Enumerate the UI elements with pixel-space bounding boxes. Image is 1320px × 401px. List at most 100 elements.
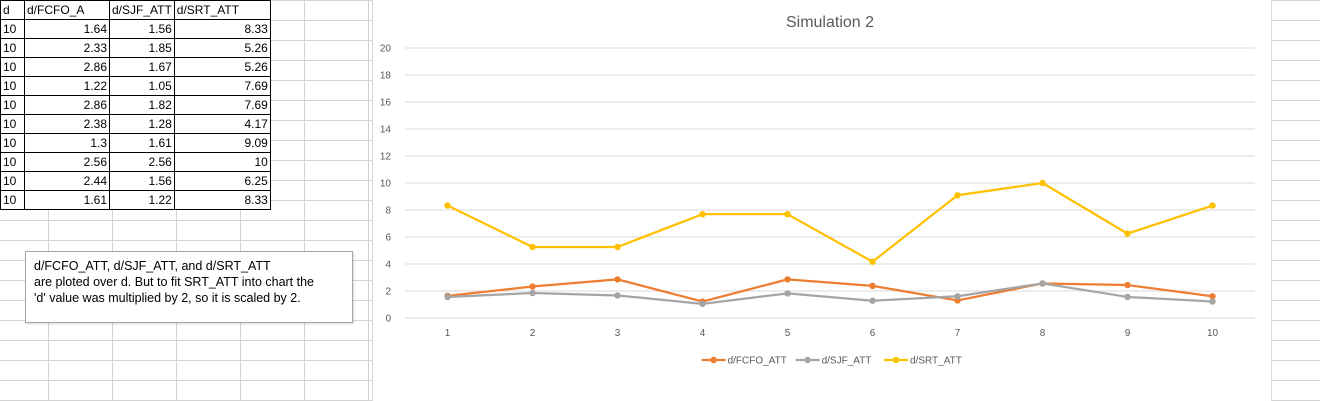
table-cell[interactable]: 1.05	[109, 76, 175, 96]
table-cell[interactable]: 9.09	[173, 133, 271, 153]
table-cell[interactable]: 10	[0, 114, 25, 134]
table-cell[interactable]: 10	[0, 76, 25, 96]
table-cell[interactable]: 1.56	[109, 19, 175, 39]
table-cell[interactable]: 1.82	[109, 95, 175, 115]
x-tick-label: 4	[700, 328, 706, 339]
data-point	[1039, 179, 1046, 187]
data-point	[529, 283, 536, 290]
note-line-3: 'd' value was multiplied by 2, so it is …	[34, 291, 301, 305]
series-line-0	[447, 278, 1213, 303]
table-cell[interactable]: 1.61	[109, 133, 175, 153]
table-row: 10 2.86 1.67 5.26	[0, 57, 271, 77]
table-cell[interactable]: 10	[0, 57, 25, 77]
header-cell[interactable]: d	[0, 0, 25, 20]
table-cell[interactable]: 1.85	[109, 38, 175, 58]
table-row: 10 2.33 1.85 5.26	[0, 38, 271, 58]
x-tick-label: 9	[1125, 328, 1131, 339]
table-row: 10 2.86 1.82 7.69	[0, 95, 271, 115]
chart-title: Simulation 2	[786, 14, 874, 31]
data-point	[529, 289, 536, 297]
data-point	[784, 276, 791, 283]
x-tick-label: 5	[785, 328, 791, 339]
chart-area[interactable]: Simulation 2 0 2 4 6 8 10 12 14 16 18 20 1 2 3 4 5 6 7 8 9 10…	[372, 0, 1272, 401]
table-cell[interactable]: 10	[0, 190, 25, 210]
table-cell[interactable]: 10	[173, 152, 271, 172]
table-cell[interactable]: 2.33	[24, 38, 110, 58]
data-point	[614, 276, 621, 283]
data-point	[954, 192, 961, 199]
table-cell[interactable]: 7.69	[173, 95, 271, 115]
table-row: 10 1.61 1.22 8.33	[0, 190, 271, 210]
data-point	[1209, 293, 1216, 300]
table-cell[interactable]: 7.69	[173, 76, 271, 96]
table-cell[interactable]: 8.33	[173, 190, 271, 210]
table-cell[interactable]: 10	[0, 133, 25, 153]
table-cell[interactable]: 2.56	[24, 152, 110, 172]
data-point	[1124, 281, 1131, 289]
y-tick-label: 6	[385, 233, 391, 244]
table-cell[interactable]: 2.44	[24, 171, 110, 191]
data-table[interactable]: d d/FCFO_A d/SJF_ATT d/SRT_ATT 10 1.64 1.56 8.3…	[0, 0, 271, 210]
data-point	[699, 210, 706, 218]
table-cell[interactable]: 10	[0, 19, 25, 39]
table-row: 10 2.38 1.28 4.17	[0, 114, 271, 134]
x-tick-label: 10	[1207, 328, 1219, 339]
data-point	[444, 202, 451, 209]
table-cell[interactable]: 10	[0, 152, 25, 172]
table-cell[interactable]: 10	[0, 171, 25, 191]
series-line-2	[447, 181, 1213, 263]
data-point	[1209, 298, 1216, 305]
table-cell[interactable]: 1.61	[24, 190, 110, 210]
table-cell[interactable]: 5.26	[173, 57, 271, 77]
table-cell[interactable]: 1.64	[24, 19, 110, 39]
note-line-2: are ploted over d. But to fit SRT_ATT in…	[34, 275, 315, 289]
table-row: 10 2.44 1.56 6.25	[0, 171, 271, 191]
header-cell[interactable]: d/FCFO_A	[24, 0, 110, 20]
data-point	[614, 243, 621, 251]
data-point	[869, 297, 876, 304]
data-point	[699, 300, 706, 308]
y-tick-label: 18	[380, 71, 392, 82]
data-point	[784, 210, 791, 218]
table-cell[interactable]: 1.67	[109, 57, 175, 77]
table-cell[interactable]: 5.26	[173, 38, 271, 58]
table-cell[interactable]: 1.56	[109, 171, 175, 191]
y-tick-label: 14	[380, 125, 392, 136]
table-cell[interactable]: 10	[0, 38, 25, 58]
x-tick-label: 3	[615, 328, 621, 339]
legend-swatch-marker	[804, 356, 811, 364]
data-point	[444, 293, 451, 301]
table-cell[interactable]: 1.3	[24, 133, 110, 153]
data-point	[1039, 280, 1046, 287]
series-line-1	[447, 282, 1213, 305]
data-point	[869, 282, 876, 290]
x-tick-label: 6	[870, 328, 876, 339]
note-textbox[interactable]: d/FCFO_ATT, d/SJF_ATT, and d/SRT_ATT are…	[25, 251, 353, 323]
y-tick-label: 10	[380, 179, 392, 190]
data-point	[784, 290, 791, 297]
header-cell[interactable]: d/SJF_ATT	[109, 0, 175, 20]
y-tick-label: 2	[385, 287, 391, 298]
table-cell[interactable]: 6.25	[173, 171, 271, 191]
table-cell[interactable]: 8.33	[173, 19, 271, 39]
table-row: 10 1.64 1.56 8.33	[0, 19, 271, 39]
table-cell[interactable]: 2.56	[109, 152, 175, 172]
table-cell[interactable]: 10	[0, 95, 25, 115]
table-cell[interactable]: 2.38	[24, 114, 110, 134]
header-cell[interactable]: d/SRT_ATT	[173, 0, 271, 20]
y-tick-label: 12	[380, 152, 392, 163]
table-cell[interactable]: 2.86	[24, 95, 110, 115]
table-row: 10 1.22 1.05 7.69	[0, 76, 271, 96]
legend-swatch-marker	[892, 356, 900, 364]
table-cell[interactable]: 4.17	[173, 114, 271, 134]
data-point	[1124, 230, 1131, 237]
table-cell[interactable]: 1.22	[24, 76, 110, 96]
legend-label: d/SJF_ATT	[822, 356, 872, 367]
header-row: d d/FCFO_A d/SJF_ATT d/SRT_ATT	[0, 0, 271, 20]
table-row: 10 2.56 2.56 10	[0, 152, 271, 172]
legend-swatch-marker	[710, 356, 717, 364]
table-cell[interactable]: 2.86	[24, 57, 110, 77]
table-cell[interactable]: 1.28	[109, 114, 175, 134]
table-cell[interactable]: 1.22	[109, 190, 175, 210]
